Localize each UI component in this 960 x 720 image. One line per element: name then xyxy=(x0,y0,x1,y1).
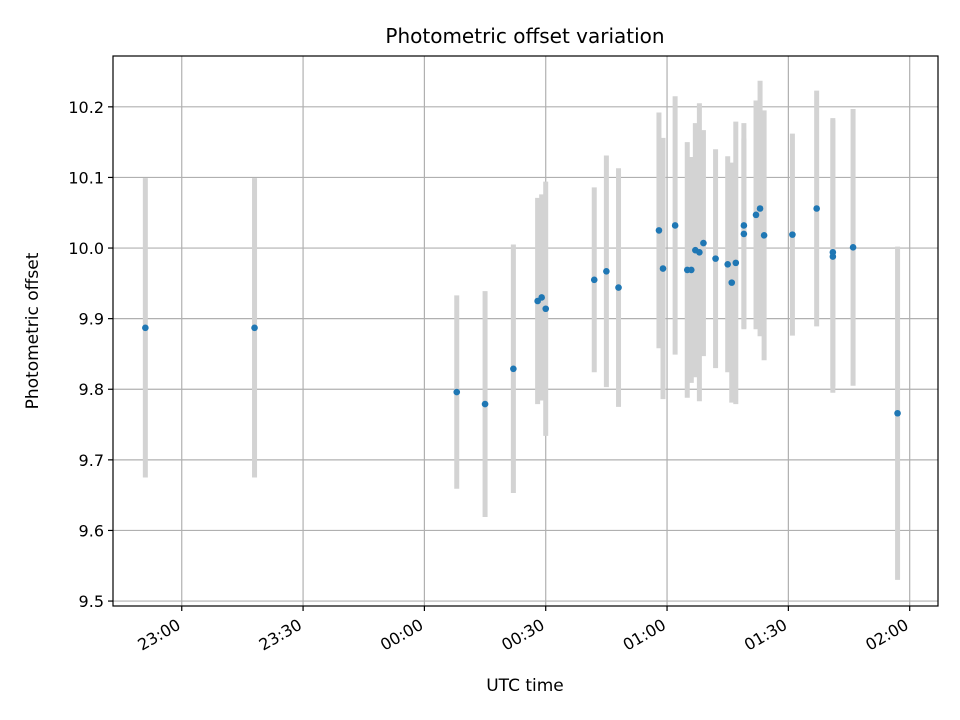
data-point xyxy=(453,388,461,396)
data-point xyxy=(615,284,622,291)
data-point xyxy=(789,231,796,238)
x-tick-label: 01:00 xyxy=(620,615,669,655)
data-point xyxy=(251,324,258,332)
x-tick-label: 02:00 xyxy=(862,615,911,655)
y-axis-title: Photometric offset xyxy=(23,252,43,409)
data-point xyxy=(712,255,719,262)
x-tick-label: 23:00 xyxy=(134,615,183,655)
plot-frame xyxy=(112,55,939,607)
data-point xyxy=(542,305,550,313)
chart-title: Photometric offset variation xyxy=(385,24,664,48)
data-point xyxy=(603,268,610,275)
data-point xyxy=(655,227,663,234)
data-point xyxy=(829,253,837,260)
y-tick-label: 10.0 xyxy=(68,239,104,258)
x-tick-label: 01:30 xyxy=(741,615,790,655)
data-point xyxy=(696,248,703,256)
data-point xyxy=(894,409,901,417)
x-axis-ticks: 23:00 23:30 00:00 00:30 01:00 01:30 02:00 xyxy=(134,606,912,655)
data-point xyxy=(752,211,760,219)
data-point xyxy=(688,266,695,274)
data-point xyxy=(756,205,764,212)
data-point xyxy=(728,279,736,286)
y-tick-label: 9.5 xyxy=(79,592,104,611)
plot-background xyxy=(113,56,938,606)
y-tick-label: 9.7 xyxy=(79,451,104,470)
data-point xyxy=(590,276,598,284)
data-point xyxy=(760,232,768,239)
y-tick-label: 10.1 xyxy=(68,168,104,187)
y-tick-label: 9.6 xyxy=(79,521,104,540)
x-axis-title: UTC time xyxy=(486,676,564,696)
data-point xyxy=(538,294,545,301)
y-tick-label: 9.8 xyxy=(79,380,104,399)
data-point xyxy=(813,205,820,212)
data-point xyxy=(724,260,732,268)
y-axis-ticks: 9.5 9.6 9.7 9.8 9.9 10.0 10.1 10.2 xyxy=(68,98,113,611)
data-point xyxy=(671,222,679,229)
data-point xyxy=(481,400,489,408)
y-tick-label: 9.9 xyxy=(79,310,104,329)
data-point xyxy=(740,222,748,229)
data-point xyxy=(849,244,857,251)
x-tick-label: 00:30 xyxy=(498,615,547,655)
data-point xyxy=(659,265,667,272)
x-tick-label: 00:00 xyxy=(377,615,426,655)
data-points xyxy=(142,205,901,417)
data-point xyxy=(740,230,748,238)
data-point xyxy=(142,324,149,332)
data-point xyxy=(732,259,740,267)
grid xyxy=(113,56,938,606)
x-tick-label: 23:30 xyxy=(256,615,305,655)
y-tick-label: 10.2 xyxy=(68,98,104,117)
data-point xyxy=(700,239,707,247)
data-point xyxy=(510,365,517,373)
